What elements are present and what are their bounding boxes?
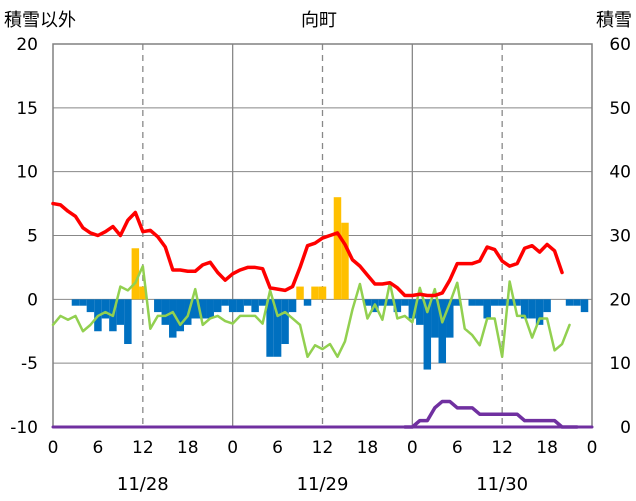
x-hour-label: 6 [93, 438, 104, 458]
x-hour-label: 12 [491, 438, 513, 458]
bar [191, 299, 199, 319]
bar [446, 299, 454, 338]
y-right-tick-label: 40 [609, 163, 631, 183]
left-axis-title: 積雪以外 [4, 10, 76, 31]
bar [243, 299, 252, 306]
x-hour-label: 0 [227, 438, 238, 458]
bar [573, 299, 581, 306]
bar [124, 299, 132, 345]
bar [513, 299, 521, 306]
bar [161, 299, 170, 325]
bar [378, 299, 387, 306]
bar [86, 299, 95, 313]
bar [475, 299, 484, 306]
bar [401, 299, 409, 306]
bar [483, 299, 491, 319]
bar [363, 299, 372, 306]
bar [281, 299, 289, 345]
x-hour-label: 12 [312, 438, 334, 458]
x-hour-label: 18 [536, 438, 558, 458]
bar [131, 248, 140, 300]
y-right-tick-label: 50 [609, 99, 631, 119]
bar [408, 299, 417, 319]
x-hour-label: 12 [132, 438, 154, 458]
x-date-label: 11/30 [476, 474, 528, 495]
bar [520, 299, 529, 319]
x-hour-label: 18 [357, 438, 379, 458]
x-hour-label: 18 [177, 438, 199, 458]
bar [453, 299, 461, 306]
y-left-tick-label: -10 [10, 418, 38, 438]
bar [438, 299, 447, 364]
x-hour-label: 6 [452, 438, 463, 458]
bar [221, 299, 229, 306]
x-hour-label: 0 [407, 438, 418, 458]
bar [101, 299, 110, 319]
bar [79, 299, 87, 306]
bar [318, 286, 327, 300]
bar [266, 299, 274, 357]
x-date-label: 11/28 [117, 474, 169, 495]
bar [206, 299, 214, 319]
y-left-tick-label: -5 [21, 354, 38, 374]
bar [543, 299, 551, 313]
humidity-line [51, 264, 571, 359]
bar [139, 286, 147, 300]
bar [71, 299, 80, 306]
y-left-tick-label: 15 [16, 99, 38, 119]
y-left-tick-label: 0 [27, 290, 38, 310]
bar [535, 299, 544, 325]
bar [468, 299, 476, 306]
bar [431, 299, 439, 338]
bar [251, 299, 259, 313]
bar [490, 299, 499, 306]
x-hour-label: 6 [272, 438, 283, 458]
bar [341, 222, 349, 300]
bar [303, 299, 312, 306]
bar [311, 286, 319, 300]
y-right-tick-label: 30 [609, 227, 631, 247]
bar [416, 299, 424, 325]
x-hour-label: 0 [48, 438, 59, 458]
bar [116, 299, 125, 325]
bar [528, 299, 536, 319]
bar [169, 299, 177, 338]
bar [288, 299, 297, 313]
bar [393, 299, 402, 313]
chart-title: 向町 [301, 10, 337, 31]
x-hour-label: 0 [587, 438, 598, 458]
y-right-tick-label: 20 [609, 290, 631, 310]
y-left-tick-label: 5 [27, 227, 38, 247]
bar [273, 299, 282, 357]
bar [154, 299, 162, 313]
bar [198, 299, 207, 319]
y-right-tick-label: 0 [620, 418, 631, 438]
bar [176, 299, 185, 332]
snow-depth-line [403, 399, 579, 429]
bar [505, 299, 514, 306]
right-axis-title: 積雪 [596, 10, 632, 31]
bar [333, 197, 342, 300]
bar [580, 299, 589, 313]
temperature-line [51, 201, 564, 298]
bar [258, 299, 267, 306]
bar [228, 299, 237, 313]
y-left-tick-label: 10 [16, 163, 38, 183]
bar [565, 299, 574, 306]
x-date-label: 11/29 [297, 474, 349, 495]
bar [498, 299, 506, 306]
y-left-tick-label: 20 [16, 35, 38, 55]
bar [296, 286, 304, 300]
y-right-tick-label: 10 [609, 354, 631, 374]
bar [423, 299, 432, 370]
bar [236, 299, 244, 313]
bar [213, 299, 222, 313]
y-right-tick-label: 60 [609, 35, 631, 55]
bar [386, 299, 394, 306]
